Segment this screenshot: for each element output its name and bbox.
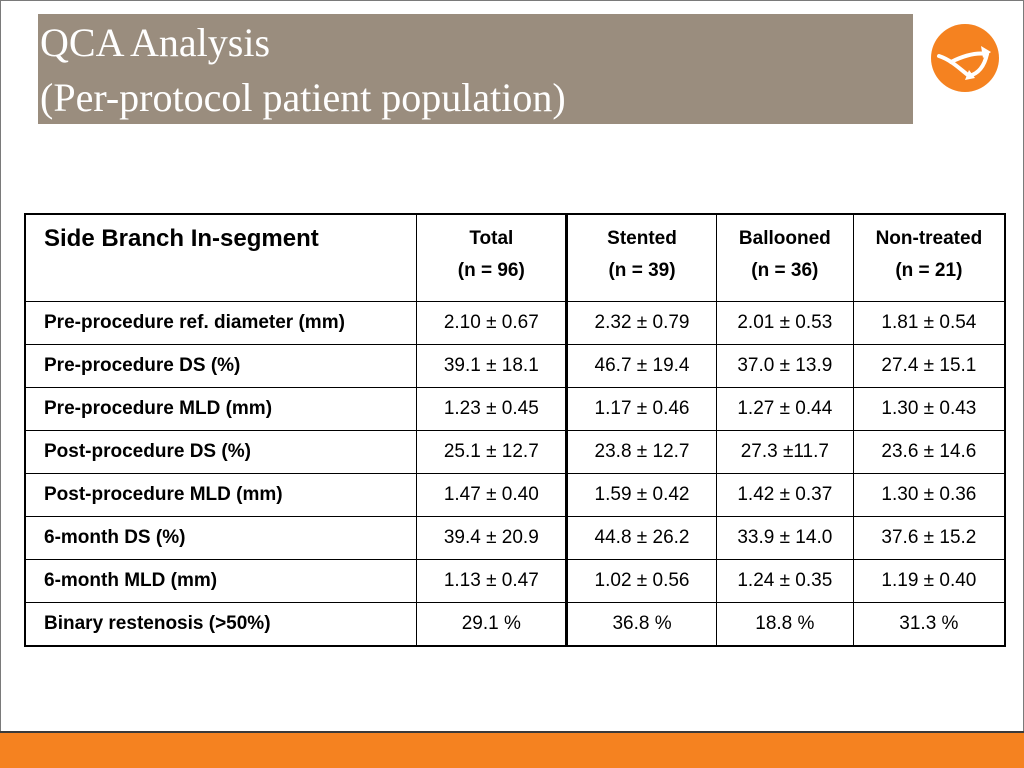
- table-cell: 31.3 %: [852, 602, 1006, 647]
- row-label: 6-month DS (%): [24, 516, 418, 560]
- table-cell: 27.3 ±11.7: [715, 430, 854, 474]
- table-cell: 18.8 %: [715, 602, 854, 647]
- table-cell: 1.30 ± 0.36: [852, 473, 1006, 517]
- column-header-n: (n = 96): [457, 260, 525, 281]
- row-label: Post-procedure DS (%): [24, 430, 418, 474]
- footer-divider: [0, 731, 1024, 733]
- slide-subtitle: (Per-protocol patient population): [40, 75, 566, 120]
- row-label: Pre-procedure ref. diameter (mm): [24, 301, 418, 345]
- row-label: Post-procedure MLD (mm): [24, 473, 418, 517]
- table-row: Pre-procedure MLD (mm) 1.23 ± 0.45 1.17 ± …: [24, 387, 1006, 431]
- column-header-non-treated: Non-treated (n = 21): [852, 213, 1006, 302]
- table-row: Post-procedure DS (%) 25.1 ± 12.7 23.8 ± 1…: [24, 430, 1006, 474]
- table-cell: 39.4 ± 20.9: [416, 516, 569, 560]
- footer-accent-bar: [0, 733, 1024, 768]
- column-header-name: Stented: [607, 228, 677, 249]
- table-cell: 23.6 ± 14.6: [852, 430, 1006, 474]
- table-cell: 1.81 ± 0.54: [852, 301, 1006, 345]
- row-label: Pre-procedure MLD (mm): [24, 387, 418, 431]
- table-cell: 2.32 ± 0.79: [566, 301, 717, 345]
- table-cell: 1.13 ± 0.47: [416, 559, 569, 603]
- table-cell: 1.02 ± 0.56: [566, 559, 717, 603]
- row-label: Binary restenosis (>50%): [24, 602, 418, 647]
- column-header-total: Total (n = 96): [416, 213, 569, 302]
- column-header-name: Total: [469, 228, 514, 249]
- column-header-n: (n = 36): [751, 260, 819, 281]
- table-cell: 23.8 ± 12.7: [566, 430, 717, 474]
- table-row: 6-month MLD (mm) 1.13 ± 0.47 1.02 ± 0.56 1.…: [24, 559, 1006, 603]
- table-cell: 1.27 ± 0.44: [715, 387, 854, 431]
- table-cell: 33.9 ± 14.0: [715, 516, 854, 560]
- table-cell: 1.42 ± 0.37: [715, 473, 854, 517]
- orange-circle-arrow-logo-icon: [931, 24, 999, 92]
- table-cell: 29.1 %: [416, 602, 569, 647]
- table-cell: 46.7 ± 19.4: [566, 344, 717, 388]
- table-cell: 36.8 %: [566, 602, 717, 647]
- row-label: Pre-procedure DS (%): [24, 344, 418, 388]
- table-row: Pre-procedure DS (%) 39.1 ± 18.1 46.7 ± 19…: [24, 344, 1006, 388]
- table-cell: 25.1 ± 12.7: [416, 430, 569, 474]
- table-cell: 2.10 ± 0.67: [416, 301, 569, 345]
- table-row: Binary restenosis (>50%) 29.1 % 36.8 % 18.8…: [24, 602, 1006, 647]
- table-cell: 1.47 ± 0.40: [416, 473, 569, 517]
- table-cell: 39.1 ± 18.1: [416, 344, 569, 388]
- table-cell: 37.6 ± 15.2: [852, 516, 1006, 560]
- table-cell: 1.30 ± 0.43: [852, 387, 1006, 431]
- table-header-row: Side Branch In-segment Total (n = 96) St…: [24, 213, 1006, 302]
- table-cell: 44.8 ± 26.2: [566, 516, 717, 560]
- table-cell: 37.0 ± 13.9: [715, 344, 854, 388]
- table-row: Pre-procedure ref. diameter (mm) 2.10 ± 0…: [24, 301, 1006, 345]
- column-header-name: Non-treated: [875, 228, 983, 249]
- table-cell: 1.23 ± 0.45: [416, 387, 569, 431]
- column-header-n: (n = 21): [895, 260, 963, 281]
- title-band: QCA Analysis (Per-protocol patient popul…: [38, 14, 913, 124]
- column-header-name: Ballooned: [738, 228, 831, 249]
- slide-title: QCA Analysis: [40, 20, 271, 65]
- table-cell: 27.4 ± 15.1: [852, 344, 1006, 388]
- table-row: Post-procedure MLD (mm) 1.47 ± 0.40 1.59 ±…: [24, 473, 1006, 517]
- column-header-ballooned: Ballooned (n = 36): [715, 213, 854, 302]
- table-cell: 1.59 ± 0.42: [566, 473, 717, 517]
- row-header-label: Side Branch In-segment: [24, 213, 418, 302]
- qca-table: Side Branch In-segment Total (n = 96) St…: [24, 213, 1006, 647]
- column-header-n: (n = 39): [608, 260, 676, 281]
- row-label: 6-month MLD (mm): [24, 559, 418, 603]
- table-row: 6-month DS (%) 39.4 ± 20.9 44.8 ± 26.2 33.9…: [24, 516, 1006, 560]
- table-cell: 1.24 ± 0.35: [715, 559, 854, 603]
- table-cell: 1.17 ± 0.46: [566, 387, 717, 431]
- column-header-stented: Stented (n = 39): [566, 213, 717, 302]
- table-cell: 2.01 ± 0.53: [715, 301, 854, 345]
- table-cell: 1.19 ± 0.40: [852, 559, 1006, 603]
